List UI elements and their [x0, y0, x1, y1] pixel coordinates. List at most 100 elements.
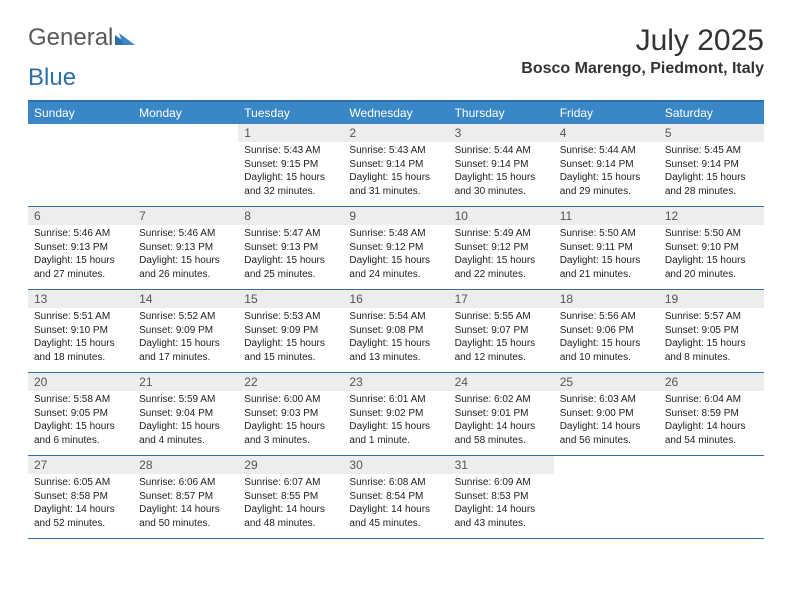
weekday-header: Wednesday	[343, 102, 448, 124]
day-cell: 16Sunrise: 5:54 AMSunset: 9:08 PMDayligh…	[343, 290, 448, 372]
weekday-header: Thursday	[449, 102, 554, 124]
day-cell: 10Sunrise: 5:49 AMSunset: 9:12 PMDayligh…	[449, 207, 554, 289]
day-details: Sunrise: 5:55 AMSunset: 9:07 PMDaylight:…	[449, 308, 554, 368]
day-cell: 23Sunrise: 6:01 AMSunset: 9:02 PMDayligh…	[343, 373, 448, 455]
day-cell: 1Sunrise: 5:43 AMSunset: 9:15 PMDaylight…	[238, 124, 343, 206]
calendar: SundayMondayTuesdayWednesdayThursdayFrid…	[28, 100, 764, 539]
day-details: Sunrise: 5:54 AMSunset: 9:08 PMDaylight:…	[343, 308, 448, 368]
day-details: Sunrise: 5:47 AMSunset: 9:13 PMDaylight:…	[238, 225, 343, 285]
week-row: 20Sunrise: 5:58 AMSunset: 9:05 PMDayligh…	[28, 373, 764, 456]
day-details: Sunrise: 5:43 AMSunset: 9:14 PMDaylight:…	[343, 142, 448, 202]
day-cell: 12Sunrise: 5:50 AMSunset: 9:10 PMDayligh…	[659, 207, 764, 289]
day-number: 31	[449, 456, 554, 474]
day-details: Sunrise: 5:48 AMSunset: 9:12 PMDaylight:…	[343, 225, 448, 285]
day-number: 15	[238, 290, 343, 308]
day-cell: 27Sunrise: 6:05 AMSunset: 8:58 PMDayligh…	[28, 456, 133, 538]
day-number: 24	[449, 373, 554, 391]
location-subtitle: Bosco Marengo, Piedmont, Italy	[521, 60, 764, 78]
day-details: Sunrise: 6:06 AMSunset: 8:57 PMDaylight:…	[133, 474, 238, 534]
day-cell: 30Sunrise: 6:08 AMSunset: 8:54 PMDayligh…	[343, 456, 448, 538]
day-cell: 22Sunrise: 6:00 AMSunset: 9:03 PMDayligh…	[238, 373, 343, 455]
day-number: 21	[133, 373, 238, 391]
day-details: Sunrise: 5:44 AMSunset: 9:14 PMDaylight:…	[554, 142, 659, 202]
day-cell: 26Sunrise: 6:04 AMSunset: 8:59 PMDayligh…	[659, 373, 764, 455]
day-details: Sunrise: 6:01 AMSunset: 9:02 PMDaylight:…	[343, 391, 448, 451]
day-cell: 21Sunrise: 5:59 AMSunset: 9:04 PMDayligh…	[133, 373, 238, 455]
day-number: 11	[554, 207, 659, 225]
day-cell: 28Sunrise: 6:06 AMSunset: 8:57 PMDayligh…	[133, 456, 238, 538]
day-details: Sunrise: 5:44 AMSunset: 9:14 PMDaylight:…	[449, 142, 554, 202]
day-number: 2	[343, 124, 448, 142]
day-number: 19	[659, 290, 764, 308]
day-number: 30	[343, 456, 448, 474]
weekday-header: Tuesday	[238, 102, 343, 124]
day-details: Sunrise: 6:02 AMSunset: 9:01 PMDaylight:…	[449, 391, 554, 451]
day-number: 5	[659, 124, 764, 142]
day-cell: 31Sunrise: 6:09 AMSunset: 8:53 PMDayligh…	[449, 456, 554, 538]
weekday-header: Saturday	[659, 102, 764, 124]
day-number: 27	[28, 456, 133, 474]
day-number: 3	[449, 124, 554, 142]
day-details: Sunrise: 6:05 AMSunset: 8:58 PMDaylight:…	[28, 474, 133, 534]
day-details: Sunrise: 5:57 AMSunset: 9:05 PMDaylight:…	[659, 308, 764, 368]
day-number: 25	[554, 373, 659, 391]
day-cell: 18Sunrise: 5:56 AMSunset: 9:06 PMDayligh…	[554, 290, 659, 372]
weekday-header: Monday	[133, 102, 238, 124]
day-number: 6	[28, 207, 133, 225]
day-details: Sunrise: 6:04 AMSunset: 8:59 PMDaylight:…	[659, 391, 764, 451]
day-details: Sunrise: 5:56 AMSunset: 9:06 PMDaylight:…	[554, 308, 659, 368]
day-cell	[659, 456, 764, 538]
day-cell: 19Sunrise: 5:57 AMSunset: 9:05 PMDayligh…	[659, 290, 764, 372]
day-number: 22	[238, 373, 343, 391]
day-cell: 14Sunrise: 5:52 AMSunset: 9:09 PMDayligh…	[133, 290, 238, 372]
day-cell: 15Sunrise: 5:53 AMSunset: 9:09 PMDayligh…	[238, 290, 343, 372]
day-details: Sunrise: 5:49 AMSunset: 9:12 PMDaylight:…	[449, 225, 554, 285]
logo-text-1: General	[28, 24, 113, 52]
day-details: Sunrise: 5:46 AMSunset: 9:13 PMDaylight:…	[133, 225, 238, 285]
logo-text-2: Blue	[28, 64, 76, 92]
day-cell: 3Sunrise: 5:44 AMSunset: 9:14 PMDaylight…	[449, 124, 554, 206]
day-number: 8	[238, 207, 343, 225]
day-number: 28	[133, 456, 238, 474]
day-details: Sunrise: 5:53 AMSunset: 9:09 PMDaylight:…	[238, 308, 343, 368]
day-number: 7	[133, 207, 238, 225]
day-cell: 25Sunrise: 6:03 AMSunset: 9:00 PMDayligh…	[554, 373, 659, 455]
day-cell	[28, 124, 133, 206]
day-cell: 17Sunrise: 5:55 AMSunset: 9:07 PMDayligh…	[449, 290, 554, 372]
day-cell: 11Sunrise: 5:50 AMSunset: 9:11 PMDayligh…	[554, 207, 659, 289]
day-details: Sunrise: 6:00 AMSunset: 9:03 PMDaylight:…	[238, 391, 343, 451]
day-details: Sunrise: 5:52 AMSunset: 9:09 PMDaylight:…	[133, 308, 238, 368]
day-details: Sunrise: 6:03 AMSunset: 9:00 PMDaylight:…	[554, 391, 659, 451]
week-row: 6Sunrise: 5:46 AMSunset: 9:13 PMDaylight…	[28, 207, 764, 290]
day-number: 12	[659, 207, 764, 225]
day-cell	[554, 456, 659, 538]
day-details: Sunrise: 5:51 AMSunset: 9:10 PMDaylight:…	[28, 308, 133, 368]
day-details: Sunrise: 5:50 AMSunset: 9:10 PMDaylight:…	[659, 225, 764, 285]
day-cell: 6Sunrise: 5:46 AMSunset: 9:13 PMDaylight…	[28, 207, 133, 289]
day-cell: 4Sunrise: 5:44 AMSunset: 9:14 PMDaylight…	[554, 124, 659, 206]
day-cell: 5Sunrise: 5:45 AMSunset: 9:14 PMDaylight…	[659, 124, 764, 206]
weekday-header-row: SundayMondayTuesdayWednesdayThursdayFrid…	[28, 102, 764, 124]
day-number: 23	[343, 373, 448, 391]
day-number: 20	[28, 373, 133, 391]
day-cell: 20Sunrise: 5:58 AMSunset: 9:05 PMDayligh…	[28, 373, 133, 455]
day-number: 10	[449, 207, 554, 225]
day-details: Sunrise: 6:09 AMSunset: 8:53 PMDaylight:…	[449, 474, 554, 534]
day-details: Sunrise: 5:59 AMSunset: 9:04 PMDaylight:…	[133, 391, 238, 451]
day-details: Sunrise: 6:08 AMSunset: 8:54 PMDaylight:…	[343, 474, 448, 534]
day-details: Sunrise: 5:45 AMSunset: 9:14 PMDaylight:…	[659, 142, 764, 202]
day-details: Sunrise: 6:07 AMSunset: 8:55 PMDaylight:…	[238, 474, 343, 534]
day-details: Sunrise: 5:43 AMSunset: 9:15 PMDaylight:…	[238, 142, 343, 202]
day-number: 13	[28, 290, 133, 308]
day-cell: 8Sunrise: 5:47 AMSunset: 9:13 PMDaylight…	[238, 207, 343, 289]
day-number: 14	[133, 290, 238, 308]
day-cell	[133, 124, 238, 206]
day-number: 1	[238, 124, 343, 142]
day-number: 29	[238, 456, 343, 474]
day-number: 4	[554, 124, 659, 142]
week-row: 1Sunrise: 5:43 AMSunset: 9:15 PMDaylight…	[28, 124, 764, 207]
day-cell: 29Sunrise: 6:07 AMSunset: 8:55 PMDayligh…	[238, 456, 343, 538]
logo: General	[28, 24, 137, 52]
day-details: Sunrise: 5:58 AMSunset: 9:05 PMDaylight:…	[28, 391, 133, 451]
day-cell: 9Sunrise: 5:48 AMSunset: 9:12 PMDaylight…	[343, 207, 448, 289]
